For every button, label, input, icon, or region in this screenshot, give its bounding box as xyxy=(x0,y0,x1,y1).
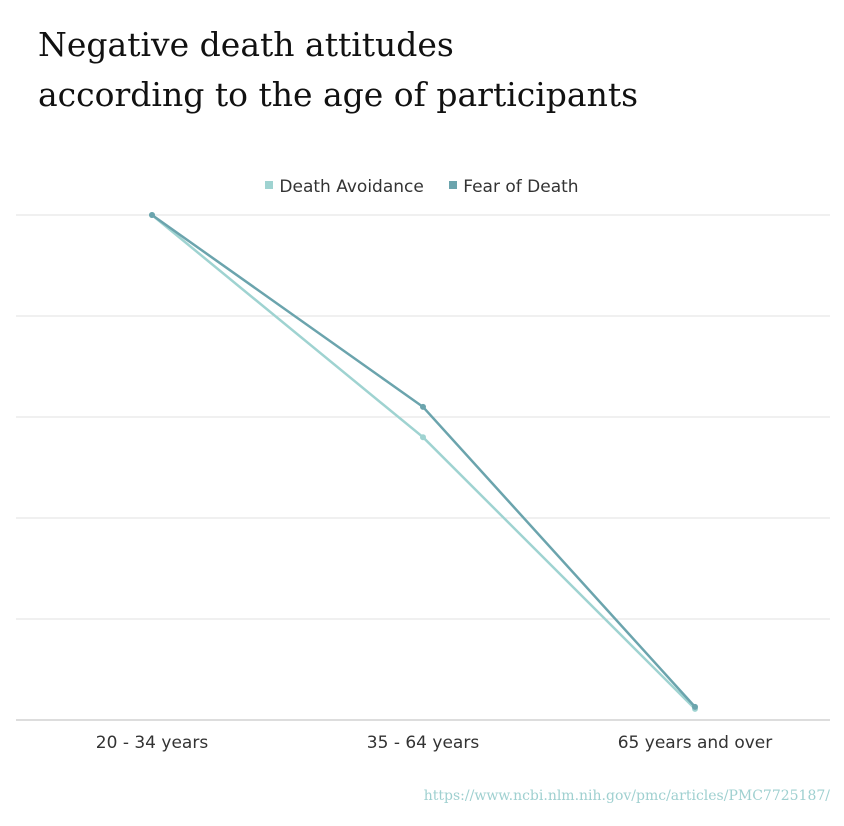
data-point xyxy=(149,212,155,218)
legend-label: Fear of Death xyxy=(463,177,579,197)
legend-item-death-avoidance[interactable]: Death Avoidance xyxy=(265,177,424,197)
legend-item-fear-of-death[interactable]: Fear of Death xyxy=(449,177,579,197)
data-point xyxy=(692,703,698,710)
data-point xyxy=(420,434,426,441)
legend-label: Death Avoidance xyxy=(279,177,424,197)
x-tick-label: 35 - 64 years xyxy=(367,733,480,753)
x-tick-label: 20 - 34 years xyxy=(96,733,209,753)
source-link[interactable]: https://www.ncbi.nlm.nih.gov/pmc/article… xyxy=(423,788,830,804)
line-chart: 20 - 34 years 35 - 64 years 65 years and o… xyxy=(16,212,830,753)
series-line xyxy=(151,213,696,708)
series-line xyxy=(151,214,696,710)
legend-swatch xyxy=(449,181,458,189)
chart-title: Negative death attitudes according to the… xyxy=(38,25,639,114)
legend-swatch xyxy=(265,181,274,189)
legend: Death Avoidance Fear of Death xyxy=(0,177,844,197)
x-tick-label: 65 years and over xyxy=(618,733,773,753)
data-point xyxy=(420,403,426,410)
